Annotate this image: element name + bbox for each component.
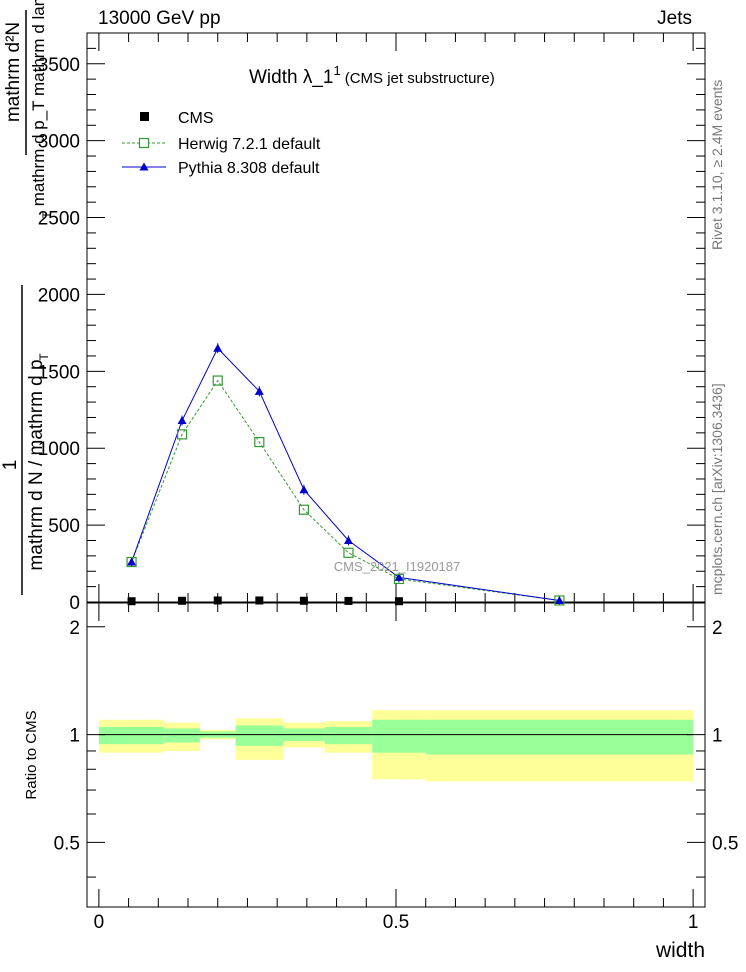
- x-tick-label: 1: [688, 912, 699, 933]
- y-label-one: 1: [0, 460, 21, 471]
- y-tick-label: 3000: [38, 132, 80, 153]
- cms-point: [299, 596, 308, 605]
- ratio-band-green: [98, 726, 165, 745]
- y-tick-label: 0: [69, 593, 80, 614]
- ratio-band-green: [372, 719, 426, 753]
- pythia-line: [131, 347, 560, 601]
- legend-marker-cms: [140, 112, 149, 121]
- ratio-tick-label-right: 1: [712, 726, 723, 747]
- ratio-axis-label: Ratio to CMS: [23, 710, 40, 799]
- cms-point: [255, 596, 264, 605]
- ratio-band-green: [164, 728, 200, 743]
- y-tick-label: 3500: [38, 55, 80, 76]
- ratio-tick-label-left: 2: [69, 618, 80, 639]
- y-tick-label: 2000: [38, 285, 80, 306]
- y-tick-label: 1500: [38, 362, 80, 383]
- y-tick-label: 500: [48, 516, 80, 537]
- rivet-label-group: Rivet 3.1.10, ≥ 2.4M events: [709, 80, 725, 250]
- herwig-point: [298, 504, 309, 515]
- header-left: 13000 GeV pp: [98, 8, 221, 29]
- pythia-point: [343, 535, 353, 544]
- y-label-top-den-sub: T: [41, 211, 53, 218]
- ratio-tick-label-right: 2: [712, 618, 723, 639]
- y-label-den-sub: T: [37, 353, 51, 361]
- mcplots-label: mcplots.cern.ch [arXiv:1306.3436]: [709, 383, 725, 595]
- y-axis-label: mathrm d²N mathrm d p_T mathrm d lambda T 1…: [0, 0, 53, 595]
- chart-title-sup: 1: [333, 63, 340, 78]
- rivet-label: Rivet 3.1.10, ≥ 2.4M events: [709, 80, 725, 250]
- chart-title: Width λ_11 (CMS jet substructure): [249, 63, 495, 88]
- legend-label: Pythia 8.308 default: [178, 160, 320, 177]
- legend-label: Herwig 7.2.1 default: [178, 136, 321, 153]
- y-label-top-den: mathrm d p_T mathrm d lambda: [29, 0, 48, 206]
- ratio-band-green: [425, 719, 694, 755]
- pythia-point: [127, 557, 137, 566]
- mcplots-label-group: mcplots.cern.ch [arXiv:1306.3436]: [709, 383, 725, 595]
- y-label-top-num: mathrm d²N: [3, 22, 24, 122]
- chart-subtitle: (CMS jet substructure): [345, 70, 495, 87]
- pythia-point: [299, 485, 309, 494]
- herwig-point: [393, 573, 405, 585]
- legend-marker-herwig: [138, 137, 150, 149]
- pythia-point: [554, 595, 564, 604]
- y-tick-label: 1000: [38, 439, 80, 460]
- herwig-point: [254, 436, 265, 448]
- cms-point: [394, 597, 403, 606]
- y-label-den: mathrm d N / mathrm d p: [26, 359, 47, 570]
- x-axis-label: width: [655, 939, 705, 962]
- cms-point: [344, 596, 353, 605]
- legend-label: CMS: [178, 110, 214, 127]
- pythia-point: [213, 343, 223, 352]
- x-tick-label: 0: [94, 912, 105, 933]
- ratio-tick-label-left: 1: [69, 726, 80, 747]
- pythia-point: [177, 416, 187, 425]
- header-right: Jets: [657, 8, 692, 29]
- watermark-label: CMS_2021_I1920187: [334, 559, 461, 574]
- herwig-point: [212, 375, 223, 386]
- cms-point: [213, 596, 222, 605]
- herwig-point: [176, 429, 188, 440]
- legend-marker-pythia: [139, 162, 149, 171]
- y-tick-label: 2500: [38, 209, 80, 230]
- pythia-point: [394, 572, 404, 581]
- herwig-point: [126, 556, 137, 568]
- ratio-tick-label-left: 0.5: [54, 833, 80, 854]
- herwig-point: [343, 547, 354, 558]
- cms-point: [178, 596, 187, 605]
- ratio-axis-label-group: Ratio to CMS: [23, 710, 40, 799]
- ratio-band-green: [235, 725, 284, 746]
- ratio-tick-label-right: 0.5: [712, 833, 738, 854]
- ratio-band-green: [324, 726, 373, 745]
- pythia-point: [254, 386, 264, 395]
- x-tick-label: 0.5: [383, 912, 409, 933]
- cms-point: [127, 597, 136, 606]
- herwig-line: [131, 379, 560, 601]
- herwig-point: [554, 595, 565, 606]
